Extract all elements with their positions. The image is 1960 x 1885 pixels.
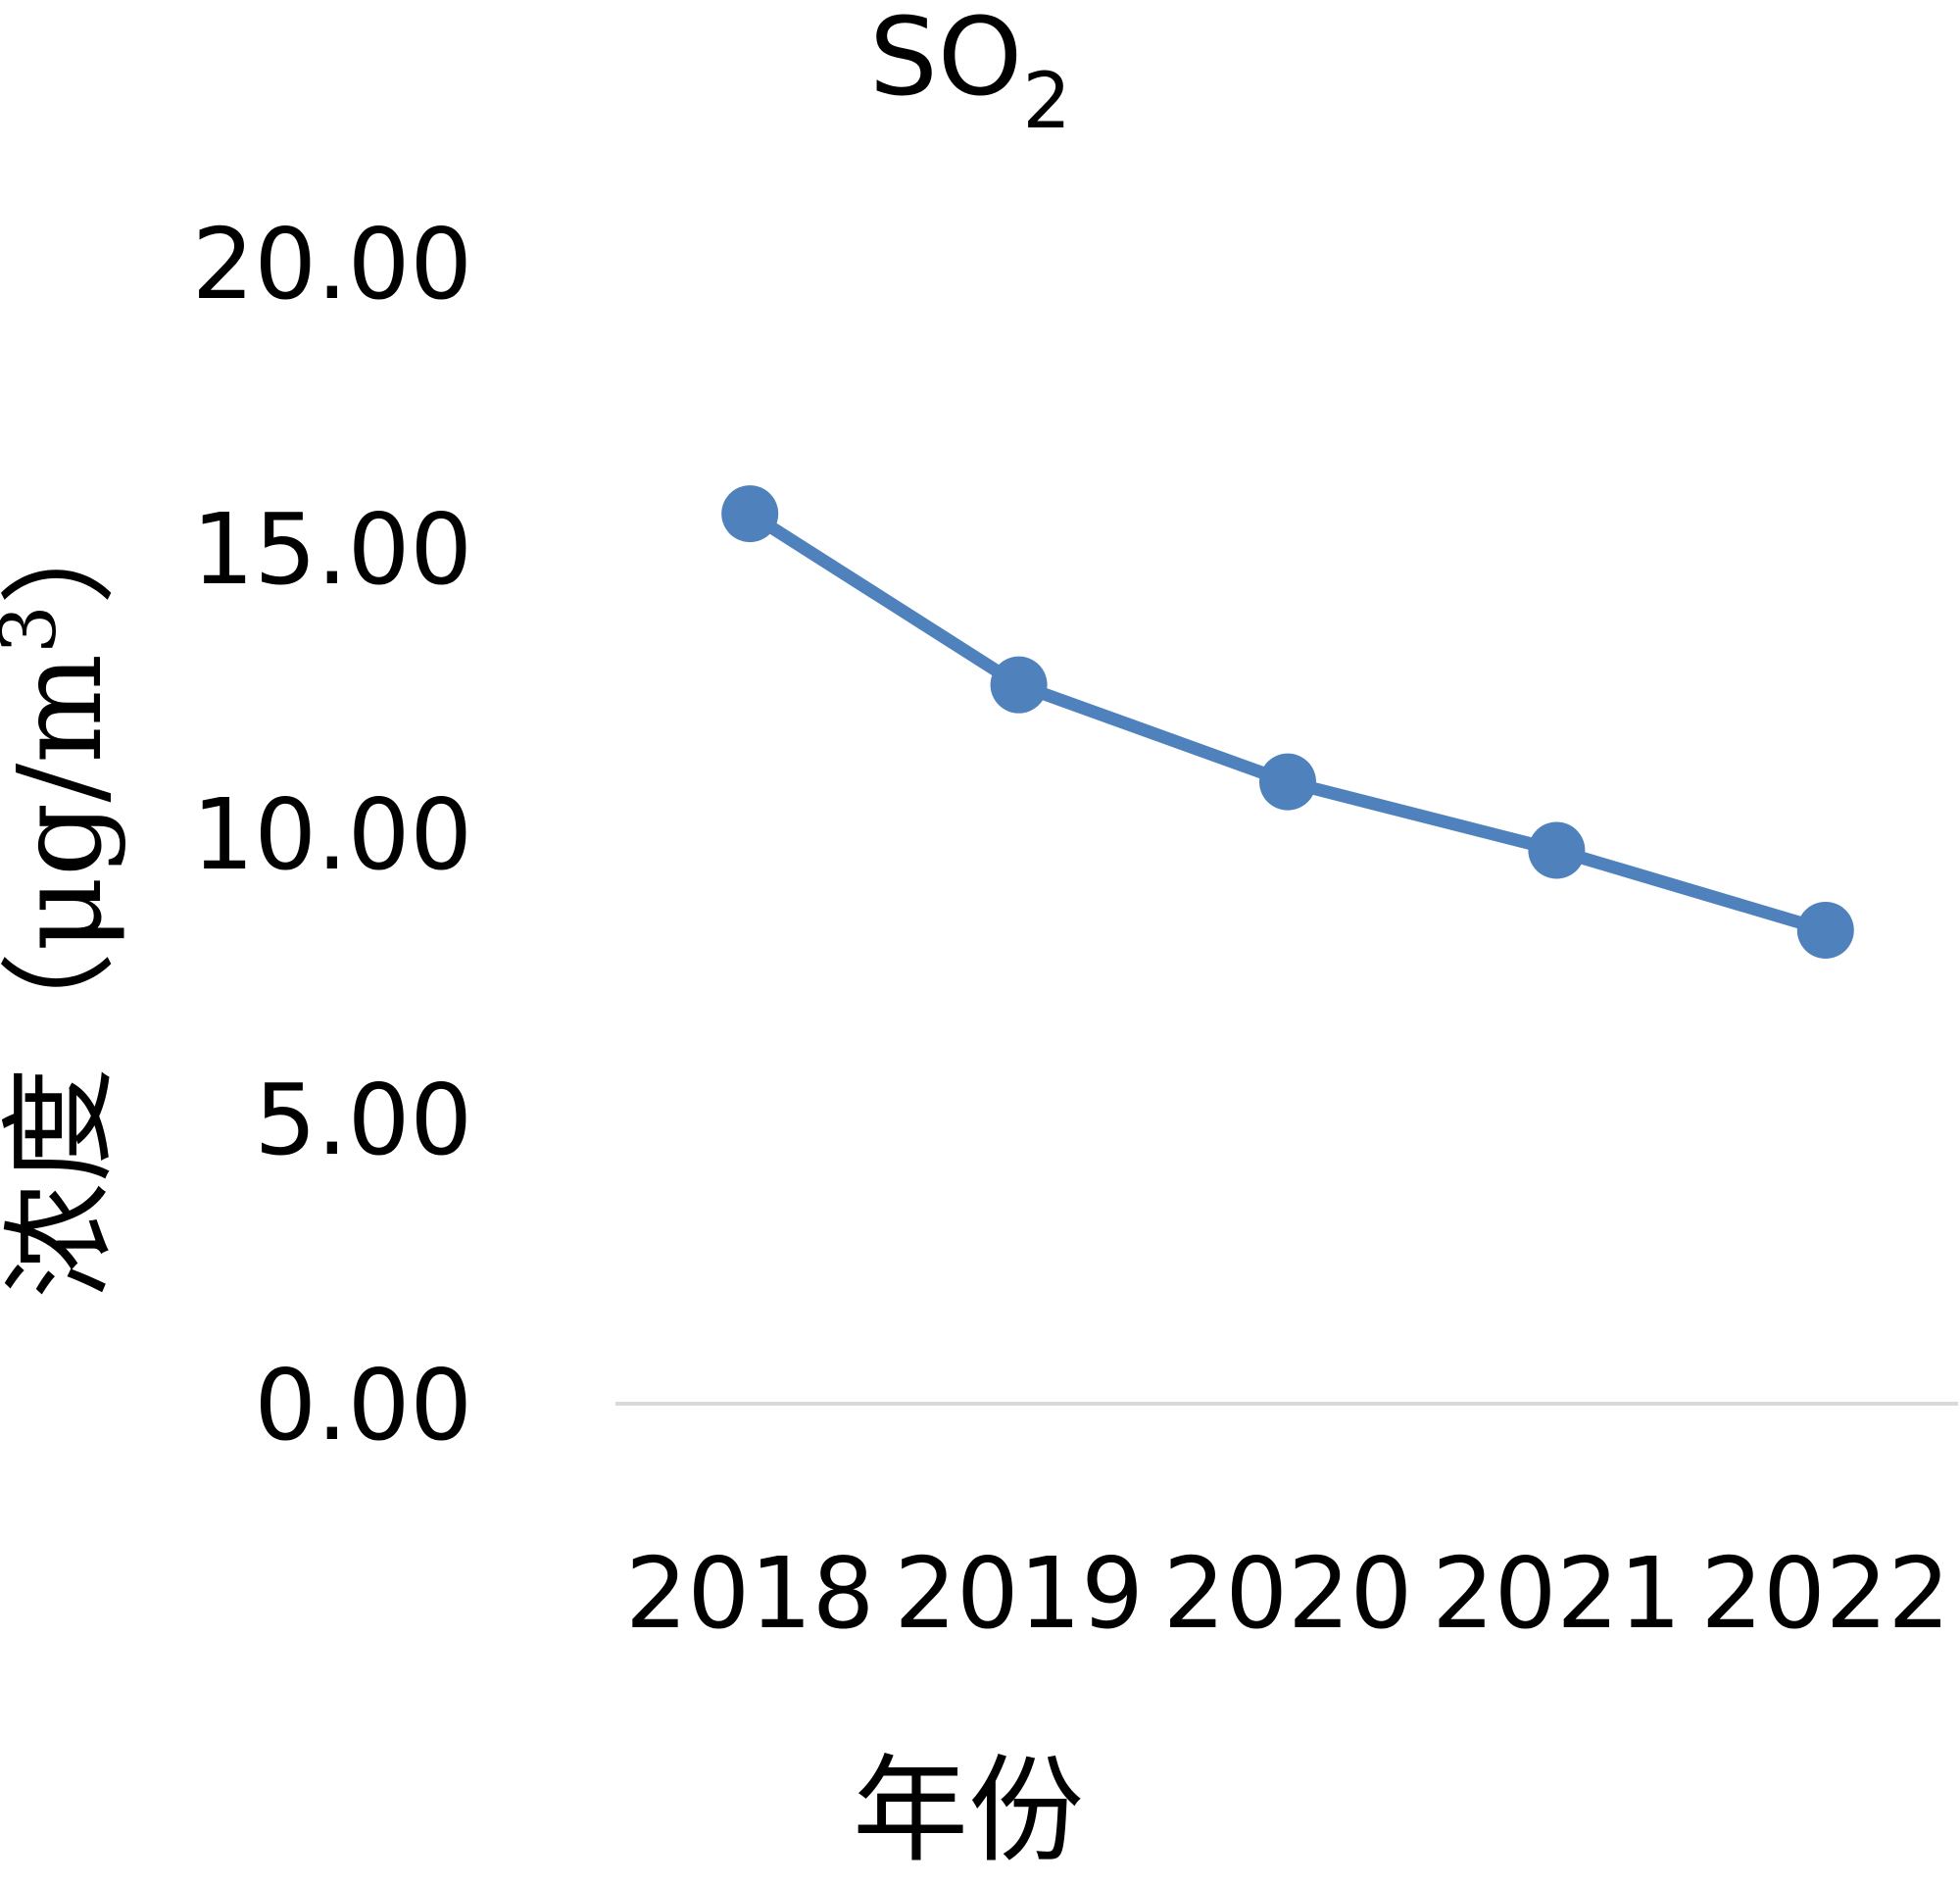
- data-point: [721, 485, 779, 543]
- x-axis-title: 年份: [853, 1743, 1084, 1878]
- series-line: [743, 507, 1833, 937]
- x-tick-label: 2021: [1432, 1536, 1682, 1651]
- y-axis-title-main: 浓度（μg/m: [0, 654, 127, 1299]
- x-tick-labels: 2018 2019 2020 2021 2022: [625, 1536, 1950, 1651]
- data-point: [990, 656, 1048, 714]
- y-tick-label: 0.00: [254, 1348, 472, 1463]
- chart-title-subscript: 2: [1022, 58, 1071, 146]
- data-point: [1259, 753, 1316, 811]
- y-axis-title-superscript: 3: [0, 605, 74, 654]
- y-tick-labels: 0.00 5.00 10.00 15.00 20.00: [192, 207, 472, 1463]
- series-group: [721, 485, 1854, 959]
- y-tick-label: 15.00: [192, 492, 472, 607]
- chart-title-main: SO: [869, 0, 1022, 120]
- y-tick-label: 5.00: [254, 1063, 472, 1177]
- x-tick-label: 2020: [1163, 1536, 1413, 1651]
- data-point: [1796, 901, 1854, 959]
- chart-title: SO2: [869, 0, 1071, 146]
- x-tick-label: 2022: [1701, 1536, 1951, 1651]
- x-tick-label: 2019: [894, 1536, 1144, 1651]
- y-tick-label: 20.00: [192, 207, 472, 322]
- y-axis-title: 浓度（μg/m3）: [0, 489, 127, 1299]
- y-tick-label: 10.00: [192, 777, 472, 892]
- x-tick-label: 2018: [625, 1536, 875, 1651]
- y-axis-title-close: ）: [0, 489, 127, 605]
- data-point: [1528, 821, 1586, 879]
